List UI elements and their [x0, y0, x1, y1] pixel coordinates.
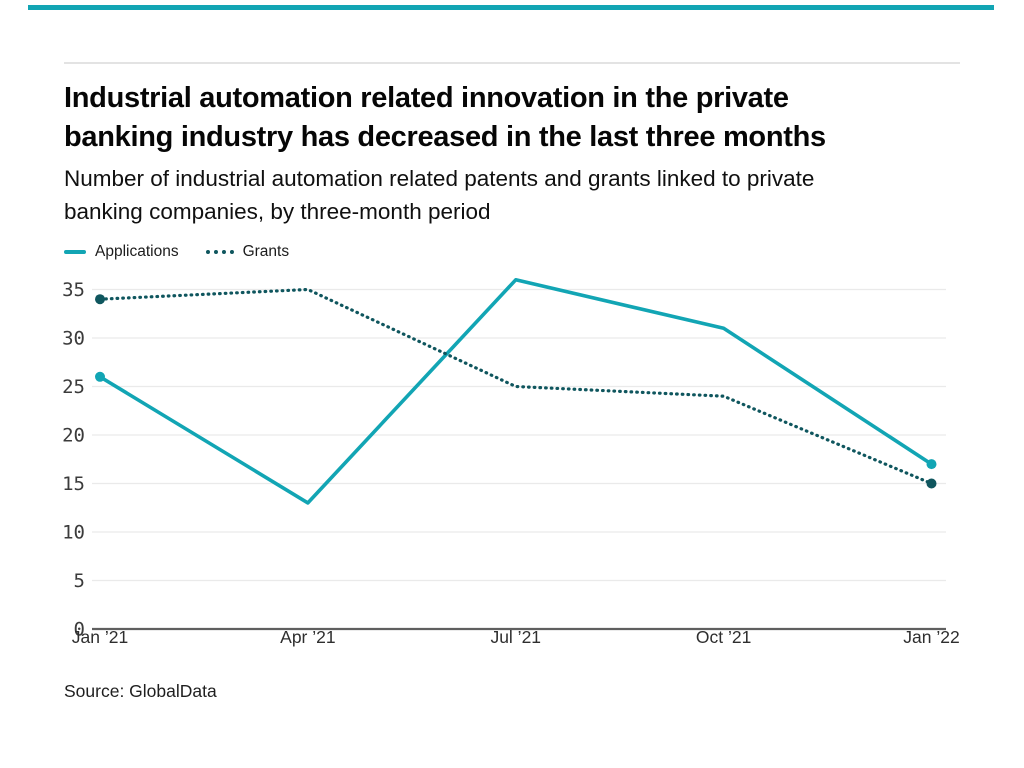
legend-label-grants: Grants: [242, 243, 290, 260]
legend-label-applications: Applications: [95, 243, 179, 260]
y-tick-label: 5: [74, 570, 85, 592]
endpoint-marker-grants: [95, 294, 105, 305]
y-tick-label: 0: [74, 619, 85, 641]
legend-item-grants: Grants: [205, 243, 290, 261]
endpoint-marker-applications: [95, 371, 105, 382]
y-tick-label: 10: [62, 522, 85, 544]
series-line-applications: [99, 277, 933, 505]
chart-subtitle-line1: Number of industrial automation related …: [64, 166, 815, 191]
x-tick-label: Jan ’22: [903, 627, 959, 647]
endpoint-marker-grants: [926, 478, 937, 489]
source-text: Source: GlobalData: [64, 681, 217, 701]
top-accent-bar: [28, 5, 994, 10]
y-tick-label: 35: [62, 279, 85, 301]
page-title-line1: Industrial automation related innovation…: [64, 82, 789, 114]
grants-dots-icon: [205, 250, 234, 254]
legend: Applications Grants: [64, 243, 289, 261]
x-tick-label: Apr ’21: [280, 627, 335, 647]
x-tick-label: Oct ’21: [696, 627, 751, 647]
applications-line-icon: [64, 250, 86, 254]
y-tick-label: 20: [62, 425, 85, 447]
chart-subtitle: Number of industrial automation related …: [64, 162, 984, 228]
line-chart-svg: 0 5 10 15 20 25 30 35 Jan ’21 Apr ’21 Jul ’21 Oct ’…: [62, 277, 960, 647]
line-chart: 0 5 10 15 20 25 30 35 Jan ’21 Apr ’21 Jul ’21 Oct ’…: [0, 262, 1024, 662]
page-title: Industrial automation related innovation…: [64, 79, 984, 157]
header-divider: [64, 62, 960, 64]
y-tick-label: 15: [62, 473, 85, 495]
endpoint-marker-applications: [926, 459, 937, 470]
series-line-grants: [98, 287, 934, 486]
chart-subtitle-line2: banking companies, by three-month period: [64, 199, 491, 224]
y-tick-label: 25: [62, 376, 85, 398]
x-tick-label: Jan ’21: [72, 627, 128, 647]
x-tick-label: Jul ’21: [490, 627, 541, 647]
y-tick-label: 30: [62, 328, 85, 350]
legend-item-applications: Applications: [64, 243, 179, 261]
page-title-line2: banking industry has decreased in the la…: [64, 121, 826, 153]
